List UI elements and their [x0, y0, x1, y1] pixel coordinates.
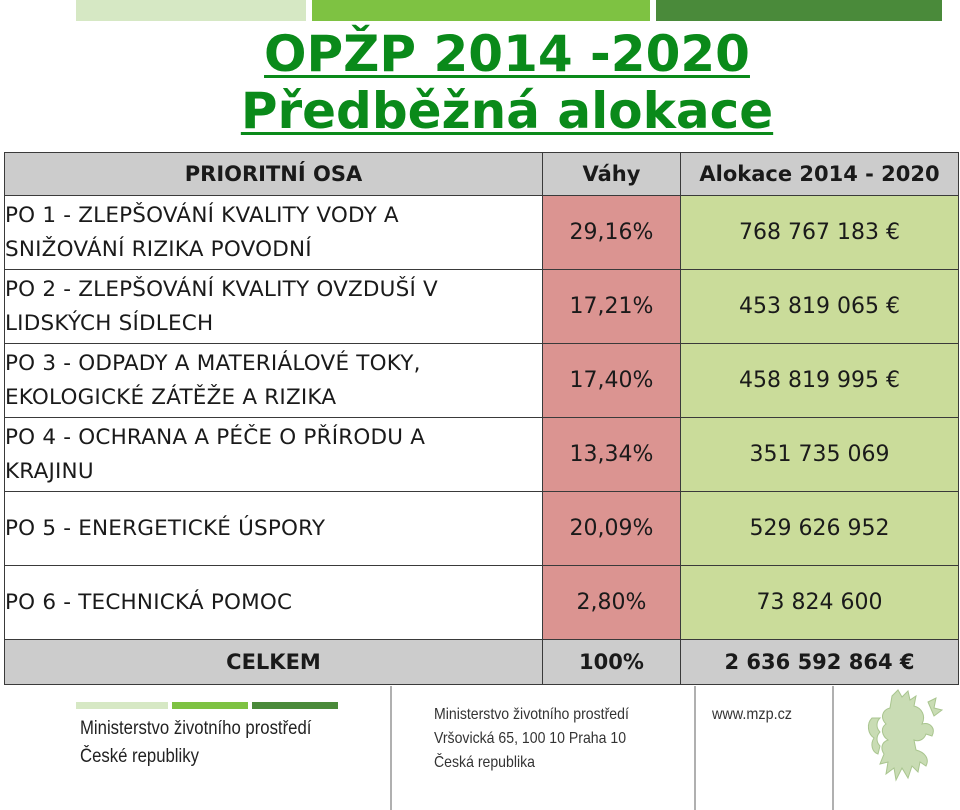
- footer-accent-bar-light: [76, 702, 168, 709]
- top-accent-bar-dark: [656, 0, 942, 21]
- allocation-table: PRIORITNÍ OSA Váhy Alokace 2014 - 2020 P…: [4, 152, 959, 685]
- allocation-cell: 73 824 600: [680, 565, 959, 640]
- table-header-row: PRIORITNÍ OSA Váhy Alokace 2014 - 2020: [4, 152, 959, 196]
- address-line-country: Česká republika: [434, 754, 535, 771]
- top-accent-bar-light: [76, 0, 306, 21]
- priority-axis-cell: PO 6 - TECHNICKÁ POMOC: [4, 565, 543, 640]
- header-allocation: Alokace 2014 - 2020: [680, 152, 959, 196]
- weight-cell: 29,16%: [542, 195, 681, 270]
- allocation-cell: 351 735 069: [680, 417, 959, 492]
- footer-divider: [390, 686, 392, 810]
- priority-axis-cell: PO 4 - OCHRANA A PÉČE O PŘÍRODU A KRAJINU: [4, 417, 543, 492]
- allocation-cell: 458 819 995 €: [680, 343, 959, 418]
- table-row: PO 5 - ENERGETICKÉ ÚSPORY 20,09% 529 626…: [4, 491, 959, 566]
- priority-axis-cell: PO 2 - ZLEPŠOVÁNÍ KVALITY OVZDUŠÍ V LIDSK…: [4, 269, 543, 344]
- ministry-name: Ministerstvo životního prostředí: [80, 718, 312, 739]
- weight-cell: 20,09%: [542, 491, 681, 566]
- weight-cell: 17,40%: [542, 343, 681, 418]
- address-line-street: Vršovická 65, 100 10 Praha 10: [434, 730, 627, 747]
- page-title: OPŽP 2014 -2020: [264, 25, 750, 83]
- priority-axis-cell: PO 1 - ZLEPŠOVÁNÍ KVALITY VODY A SNIŽOVÁN…: [4, 195, 543, 270]
- website-link[interactable]: www.mzp.cz: [712, 706, 793, 723]
- priority-axis-cell: PO 3 - ODPADY A MATERIÁLOVÉ TOKY, EKOLOGI…: [4, 343, 543, 418]
- footer-accent-bar-dark: [252, 702, 338, 709]
- weight-cell: 13,34%: [542, 417, 681, 492]
- table-total-row: CELKEM 100% 2 636 592 864 €: [4, 639, 959, 685]
- weight-cell: 2,80%: [542, 565, 681, 640]
- total-weight: 100%: [542, 639, 681, 685]
- table-row: PO 4 - OCHRANA A PÉČE O PŘÍRODU A KRAJINU…: [4, 417, 959, 492]
- footer-divider: [832, 686, 834, 810]
- table-row: PO 2 - ZLEPŠOVÁNÍ KVALITY OVZDUŠÍ V LIDSK…: [4, 269, 959, 344]
- priority-axis-cell: PO 5 - ENERGETICKÉ ÚSPORY: [4, 491, 543, 566]
- table-row: PO 1 - ZLEPŠOVÁNÍ KVALITY VODY A SNIŽOVÁN…: [4, 195, 959, 270]
- allocation-cell: 453 819 065 €: [680, 269, 959, 344]
- footer-divider: [694, 686, 696, 810]
- total-label: CELKEM: [4, 639, 543, 685]
- top-accent-bar-medium: [312, 0, 650, 21]
- czech-lion-emblem-icon: [867, 689, 944, 782]
- allocation-cell: 768 767 183 €: [680, 195, 959, 270]
- address-line-name: Ministerstvo životního prostředí: [434, 706, 629, 723]
- page-subtitle: Předběžná alokace: [240, 82, 774, 140]
- header-priority-axis: PRIORITNÍ OSA: [4, 152, 543, 196]
- footer-accent-bar-medium: [172, 702, 248, 709]
- ministry-country: České republiky: [80, 746, 199, 767]
- allocation-cell: 529 626 952: [680, 491, 959, 566]
- table-row: PO 3 - ODPADY A MATERIÁLOVÉ TOKY, EKOLOGI…: [4, 343, 959, 418]
- header-weights: Váhy: [542, 152, 681, 196]
- total-allocation: 2 636 592 864 €: [680, 639, 959, 685]
- weight-cell: 17,21%: [542, 269, 681, 344]
- table-row: PO 6 - TECHNICKÁ POMOC 2,80% 73 824 600: [4, 565, 959, 640]
